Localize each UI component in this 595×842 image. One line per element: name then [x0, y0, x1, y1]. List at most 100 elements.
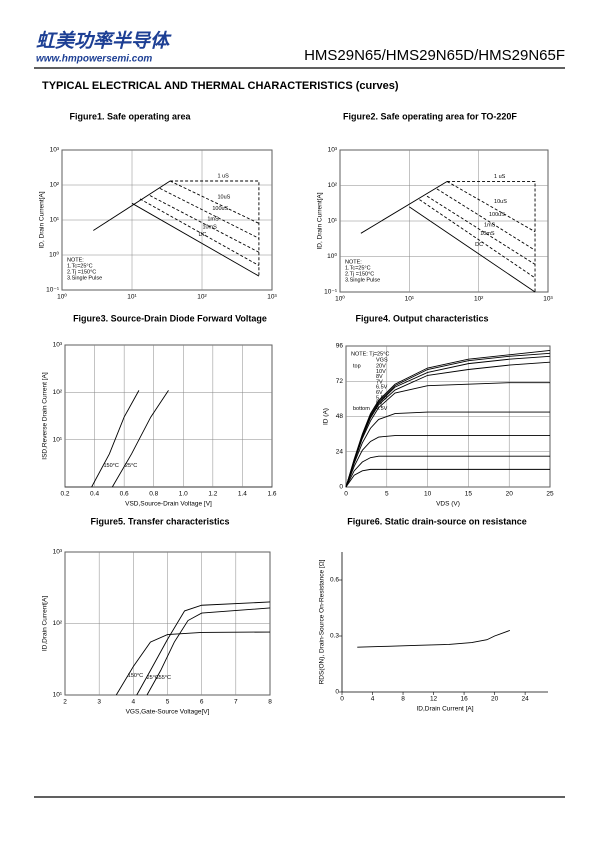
- curve: [357, 629, 511, 648]
- x-tick-label: 16: [460, 696, 468, 703]
- legend-marker: bottom: [353, 406, 370, 412]
- y-tick-label: 10¹: [50, 217, 60, 224]
- curve: [159, 187, 260, 239]
- y-tick-label: 10⁻¹: [46, 287, 60, 294]
- legend-marker: top: [353, 363, 361, 369]
- y-tick-label: 10²: [53, 389, 63, 396]
- curve-label: DC: [198, 232, 206, 238]
- curve: [426, 195, 536, 265]
- y-tick-label: 0.6: [330, 577, 339, 584]
- x-tick-label: 15: [465, 491, 473, 498]
- logo: 虹美功率半导体: [36, 30, 172, 52]
- section-title: TYPICAL ELECTRICAL AND THERMAL CHARACTER…: [42, 80, 399, 92]
- x-tick-label: 2: [63, 699, 67, 706]
- x-tick-label: 0: [340, 696, 344, 703]
- legend-entry: 5V: [376, 401, 383, 407]
- curve-label: 1mS: [484, 223, 496, 229]
- curve: [131, 202, 260, 277]
- x-tick-label: 25: [546, 491, 554, 498]
- x-tick-label: 7: [234, 699, 238, 706]
- curve-label: 100uS: [489, 212, 505, 218]
- curve: [111, 390, 169, 488]
- curve: [91, 390, 140, 488]
- y-tick-label: 10²: [50, 182, 60, 189]
- figure-title: Figure1. Safe operating area: [69, 111, 191, 121]
- y-tick-label: 10³: [53, 549, 63, 556]
- curve-label: DC: [475, 242, 483, 248]
- curve-label: 10uS: [494, 199, 507, 205]
- note: NOTE:: [67, 257, 84, 263]
- curve: [345, 411, 550, 488]
- x-tick-label: 0.2: [60, 491, 69, 498]
- y-axis-label: ID,Drain Current[A]: [42, 596, 49, 651]
- y-tick-label: 10³: [53, 342, 63, 349]
- x-tick-label: 0.4: [90, 491, 99, 498]
- x-tick-label: 1.6: [267, 491, 276, 498]
- x-tick-label: 4: [371, 696, 375, 703]
- x-axis-label: ID,Drain Current [A]: [416, 706, 473, 713]
- note: 1.Tc=25°C: [67, 263, 93, 269]
- curve: [345, 435, 550, 488]
- y-tick-label: 10⁰: [327, 252, 337, 260]
- x-tick-label: 1.4: [238, 491, 247, 498]
- x-tick-label: 8: [401, 696, 405, 703]
- curve-label: 100uS: [212, 206, 228, 212]
- curve: [169, 180, 260, 224]
- curve-label: 1mS: [207, 216, 219, 222]
- y-tick-label: 10⁻¹: [324, 289, 338, 296]
- note: 1.Tc=25°C: [345, 265, 371, 271]
- y-tick-label: 24: [336, 448, 344, 455]
- y-tick-label: 0: [339, 484, 343, 491]
- curve-label: 1 uS: [494, 174, 506, 180]
- curve: [149, 195, 260, 253]
- x-tick-label: 1.0: [179, 491, 188, 498]
- x-tick-label: 0.6: [120, 491, 129, 498]
- x-tick-label: 20: [491, 696, 499, 703]
- y-axis-label: RDS(ON), Drain-Source On-Resistance [Ω]: [319, 559, 326, 684]
- curve: [345, 382, 550, 488]
- y-tick-label: 96: [336, 343, 344, 350]
- note: 3.Single Pulse: [67, 275, 102, 281]
- note: 2.Tj =150°C: [345, 271, 374, 277]
- y-tick-label: 10³: [328, 147, 338, 154]
- curve: [345, 361, 551, 488]
- curve: [170, 180, 260, 277]
- x-tick-label: 5: [385, 491, 389, 498]
- x-tick-label: 6: [200, 699, 204, 706]
- curve-label: 150°C: [128, 673, 143, 679]
- note: 2.Tj =150°C: [67, 269, 96, 275]
- curve: [93, 180, 171, 231]
- y-tick-label: 10¹: [328, 218, 338, 225]
- x-tick-label: 0.8: [149, 491, 158, 498]
- x-tick-label: 10¹: [405, 296, 415, 303]
- legend-entry: 6.5V: [376, 385, 388, 391]
- curve: [436, 188, 536, 251]
- curve-label: 150°C: [103, 463, 118, 469]
- y-tick-label: 10²: [53, 620, 63, 627]
- legend-entry: 8V: [376, 374, 383, 380]
- x-axis-label: VDS (V): [436, 501, 460, 508]
- curve: [446, 181, 536, 233]
- x-tick-label: 12: [430, 696, 438, 703]
- y-tick-label: 48: [336, 413, 344, 420]
- x-tick-label: 10⁰: [335, 295, 345, 303]
- figure-title: Figure3. Source-Drain Diode Forward Volt…: [73, 313, 267, 323]
- website: www.hmpowersemi.com: [36, 54, 152, 65]
- y-axis-label: ID, Drain Current[A]: [317, 192, 324, 249]
- x-tick-label: 10³: [267, 294, 277, 301]
- x-tick-label: 10³: [543, 296, 553, 303]
- y-tick-label: 0.3: [330, 633, 339, 640]
- note: 3.Single Pulse: [345, 277, 380, 283]
- x-tick-label: 10¹: [127, 294, 137, 301]
- y-tick-label: 0: [335, 689, 339, 696]
- x-tick-label: 20: [506, 491, 514, 498]
- x-tick-label: 0: [344, 491, 348, 498]
- y-tick-label: 10²: [328, 182, 338, 189]
- x-axis-label: VGS,Gate-Source Voltage[V]: [126, 709, 210, 716]
- y-tick-label: 10¹: [53, 692, 63, 699]
- x-axis-label: VSD,Source-Drain Voltage [V]: [125, 501, 212, 508]
- curve: [146, 607, 271, 696]
- legend-entry: 5.5V: [376, 395, 388, 401]
